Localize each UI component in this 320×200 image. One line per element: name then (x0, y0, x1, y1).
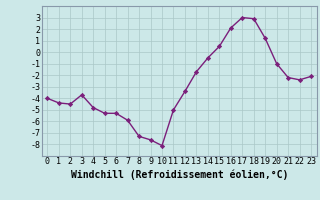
X-axis label: Windchill (Refroidissement éolien,°C): Windchill (Refroidissement éolien,°C) (70, 169, 288, 180)
